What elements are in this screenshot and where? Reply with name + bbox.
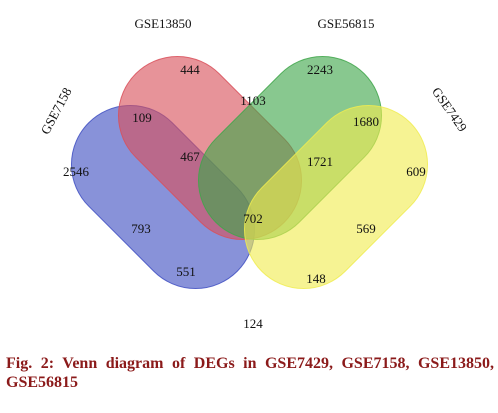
region-count-only-gse56815: 2243 xyxy=(307,62,333,77)
region-count-gse13850-gse7429: 569 xyxy=(356,221,376,236)
region-count-only-gse13850: 444 xyxy=(180,62,200,77)
set-label-gse7158: GSE7158 xyxy=(38,85,75,137)
venn-shapes xyxy=(70,55,429,290)
region-count-gse7158-gse13850-gse56815: 467 xyxy=(180,149,200,164)
region-count-gse7158-gse13850-gse7429: 148 xyxy=(306,271,326,286)
region-count-gse7158-gse13850: 109 xyxy=(132,110,152,125)
region-count-only-gse7429: 609 xyxy=(406,164,426,179)
region-count-gse7158-gse7429: 124 xyxy=(243,316,263,331)
set-label-gse13850: GSE13850 xyxy=(134,16,191,31)
set-shape-gse7429 xyxy=(243,104,429,290)
region-count-gse7158-gse56815: 793 xyxy=(131,221,151,236)
set-label-gse7429: GSE7429 xyxy=(429,84,470,134)
venn-counts: 444 2243 1103 109 1680 2546 467 1721 609 702 793 56… xyxy=(63,62,426,331)
region-count-gse13850-gse56815: 1103 xyxy=(240,93,266,108)
region-count-gse7158-gse56815-gse7429: 551 xyxy=(176,264,196,279)
region-count-all-four: 702 xyxy=(243,211,263,226)
figure-caption: Fig. 2: Venn diagram of DEGs in GSE7429,… xyxy=(6,355,494,391)
region-count-gse56815-gse7429: 1680 xyxy=(353,114,379,129)
venn-diagram: GSE7158 GSE13850 GSE56815 GSE7429 444 2243 11… xyxy=(38,16,471,331)
set-label-gse56815: GSE56815 xyxy=(317,16,374,31)
region-count-only-gse7158: 2546 xyxy=(63,164,90,179)
region-count-gse13850-gse56815-gse7429: 1721 xyxy=(307,154,333,169)
